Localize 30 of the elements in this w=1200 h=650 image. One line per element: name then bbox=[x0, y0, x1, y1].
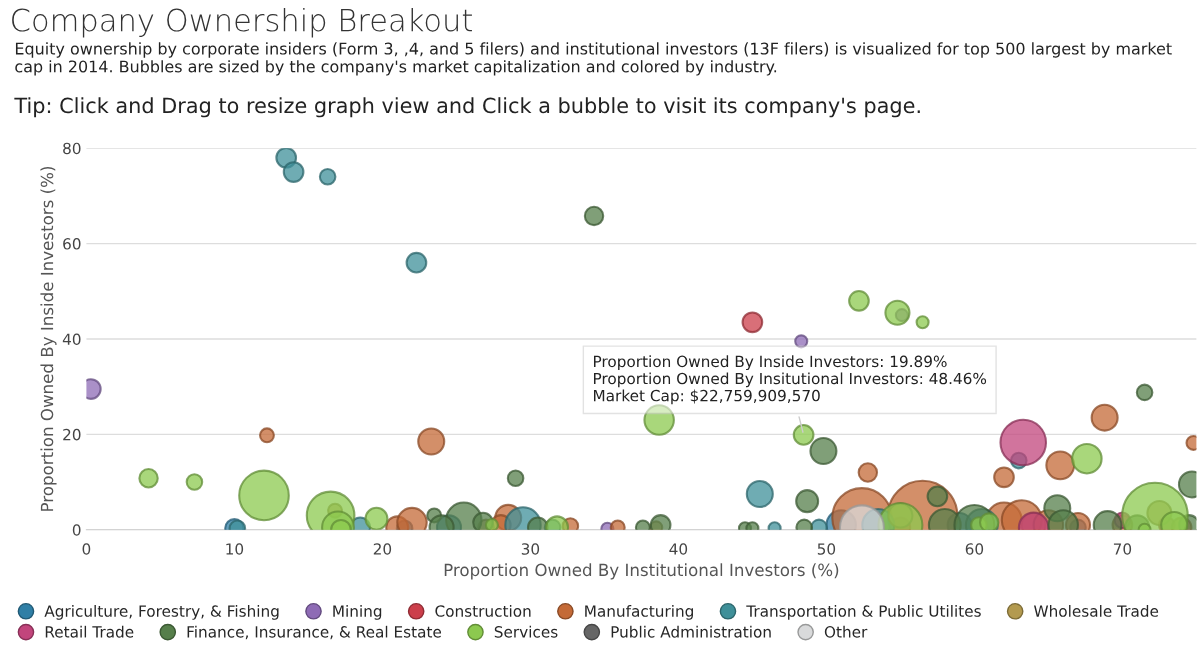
chart-subtitle: Equity ownership by corporate insiders (Form 3, ,4, and 5 filers) and institutional investors (13F filers) is visualized for top 500 largest by market cap in 2014. Bubbles are sized by the company's market capitalization and colored by industry. bbox=[15, 42, 1172, 76]
x-tick-label: 30 bbox=[521, 543, 540, 555]
x-tick-label: 10 bbox=[226, 543, 244, 555]
legend-label: Retail Trade bbox=[45, 625, 134, 638]
legend-label: Agriculture, Forestry, & Fishing bbox=[44, 605, 279, 620]
legend-label: Services bbox=[494, 625, 558, 638]
y-tick-label: 40 bbox=[62, 333, 81, 345]
legend-label: Manufacturing bbox=[585, 605, 693, 620]
y-tick-label: 60 bbox=[63, 238, 81, 250]
x-tick-label: 0 bbox=[82, 543, 91, 555]
annotation: Proportion Owned By Inside Investors: 19.89% Proportion Owned By Insitutional Investors: 48.46% Market Cap: $22,759,909,570 bbox=[594, 355, 987, 405]
text: Tip: Click and Drag to resize graph view and Click a bubble to visit its company's page. bbox=[14, 97, 920, 118]
legend-label: Mining bbox=[333, 605, 382, 620]
legend-label: Transportation & Public Utilites bbox=[746, 605, 981, 620]
legend-label: Finance, Insurance, & Real Estate bbox=[187, 625, 442, 640]
x-axis-title: Proportion Owned By Institutional Investors (%) bbox=[444, 563, 839, 580]
legend-label: Other bbox=[824, 625, 868, 638]
legend-label: Public Administration bbox=[611, 625, 771, 638]
legend-label: Wholesale Trade bbox=[1034, 605, 1159, 617]
x-tick-label: 50 bbox=[817, 543, 836, 555]
x-tick-label: 60 bbox=[965, 543, 984, 555]
legend-label: Construction bbox=[435, 605, 531, 617]
y-tick-label: 80 bbox=[63, 142, 81, 155]
x-tick-label: 40 bbox=[669, 543, 688, 555]
y-tick-label: 0 bbox=[72, 524, 81, 536]
y-tick-label: 20 bbox=[63, 428, 81, 441]
x-tick-label: 20 bbox=[373, 543, 392, 555]
y-axis-title: Proportion Owned By Inside Investors (%) bbox=[40, 166, 57, 511]
chart-title: Company Ownership Breakout bbox=[12, 7, 472, 38]
x-tick-label: 70 bbox=[1113, 543, 1132, 555]
